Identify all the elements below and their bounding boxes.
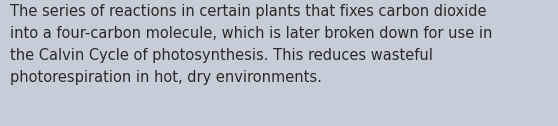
Text: The series of reactions in certain plants that fixes carbon dioxide
into a four-: The series of reactions in certain plant… [10,4,492,85]
